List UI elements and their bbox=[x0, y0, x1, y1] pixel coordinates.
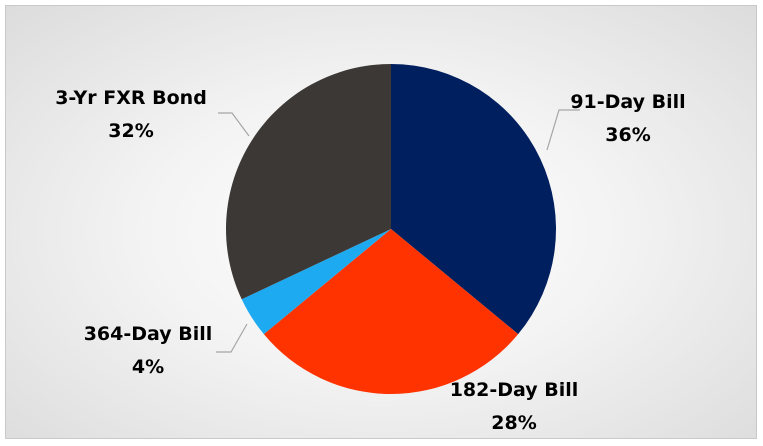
slice-label-364-day-bill-percent: 4% bbox=[132, 356, 164, 378]
slice-label-182-day-bill-category: 182-Day Bill bbox=[450, 379, 579, 401]
slice-label-3-yr-fxr-bond-category: 3-Yr FXR Bond bbox=[55, 87, 207, 109]
slice-label-91-day-bill-category: 91-Day Bill bbox=[570, 91, 685, 113]
pie-slice-364-day-bill bbox=[241, 229, 391, 335]
leader-lines bbox=[216, 109, 580, 353]
pie-slice-3-yr-fxr-bond bbox=[225, 64, 391, 300]
slice-label-364-day-bill-category: 364-Day Bill bbox=[84, 323, 213, 345]
slice-label-3-yr-fxr-bond-percent: 32% bbox=[108, 120, 153, 142]
slice-label-182-day-bill-percent: 28% bbox=[491, 412, 536, 434]
leader-line-91-day-bill bbox=[546, 109, 580, 151]
leader-line-3-yr-fxr-bond bbox=[218, 112, 250, 137]
pie-slice-91-day-bill bbox=[391, 64, 556, 335]
pie-slice-182-day-bill bbox=[263, 229, 519, 395]
slice-label-91-day-bill-percent: 36% bbox=[605, 124, 650, 146]
pie-slices bbox=[225, 64, 556, 395]
slice-labels: 91-Day Bill 36% 182-Day Bill 28% 364-Day Bil… bbox=[55, 87, 685, 434]
leader-line-364-day-bill bbox=[216, 323, 248, 353]
